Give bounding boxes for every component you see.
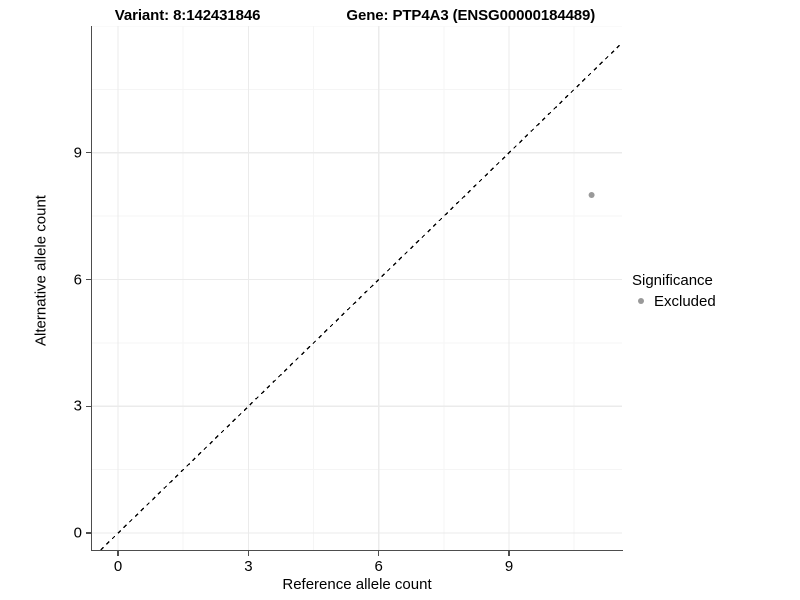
x-axis-title: Reference allele count <box>282 576 432 593</box>
legend-key-swatch <box>632 293 649 310</box>
y-axis-tick-label: 0 <box>73 524 82 542</box>
x-axis-tick <box>508 551 510 556</box>
y-axis-line <box>91 26 93 551</box>
legend-item[interactable]: Excluded <box>632 292 798 310</box>
y-axis-tick <box>86 152 91 154</box>
x-axis-tick <box>117 551 119 556</box>
plot-title-row: Variant: 8:142431846 Gene: PTP4A3 (ENSG0… <box>0 4 710 26</box>
data-layer <box>100 42 622 550</box>
x-axis-tick-label: 6 <box>374 558 383 575</box>
grid-layer <box>92 26 622 550</box>
identity-reference-line <box>100 42 622 550</box>
y-axis-tick-label: 9 <box>73 144 82 162</box>
legend-item-label: Excluded <box>654 292 716 310</box>
variant-title: Variant: 8:142431846 <box>114 6 261 24</box>
x-axis-line <box>91 549 623 551</box>
legend-point-icon <box>637 298 644 304</box>
y-axis-tick <box>86 532 91 534</box>
y-axis-tick <box>86 405 91 407</box>
y-axis-tick <box>86 278 91 281</box>
y-axis-title: Alternative allele count <box>32 195 50 346</box>
legend-title: Significance <box>632 272 713 289</box>
gene-title: Gene: PTP4A3 (ENSG00000184489) <box>346 6 596 24</box>
y-axis-tick-label: 3 <box>73 397 82 415</box>
x-axis-tick-label: 0 <box>113 558 123 575</box>
x-axis-tick <box>247 551 249 556</box>
x-axis-tick-label: 9 <box>504 558 514 575</box>
legend-item-list: Excluded <box>632 292 798 310</box>
data-point[interactable] <box>588 192 595 199</box>
y-axis-tick-label: 6 <box>73 271 82 289</box>
legend: Significance Excluded <box>632 272 798 310</box>
x-axis-tick-label: 3 <box>244 558 253 575</box>
x-axis-tick <box>378 551 380 556</box>
plot-panel <box>92 26 622 550</box>
